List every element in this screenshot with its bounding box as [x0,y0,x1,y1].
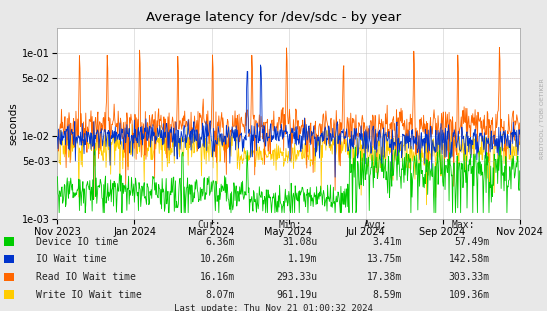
Text: 6.36m: 6.36m [206,237,235,247]
Text: IO Wait time: IO Wait time [36,254,106,264]
Text: Last update: Thu Nov 21 01:00:32 2024: Last update: Thu Nov 21 01:00:32 2024 [174,304,373,311]
Text: 293.33u: 293.33u [276,272,317,282]
Text: 3.41m: 3.41m [373,237,402,247]
Text: RRDTOOL / TOBI OETIKER: RRDTOOL / TOBI OETIKER [539,78,544,159]
Text: 17.38m: 17.38m [367,272,402,282]
Text: 16.16m: 16.16m [200,272,235,282]
Text: 13.75m: 13.75m [367,254,402,264]
Y-axis label: seconds: seconds [9,102,19,145]
Text: 31.08u: 31.08u [282,237,317,247]
Text: Device IO time: Device IO time [36,237,118,247]
Text: Average latency for /dev/sdc - by year: Average latency for /dev/sdc - by year [146,11,401,24]
Text: Min:: Min: [279,220,302,230]
Text: 8.07m: 8.07m [206,290,235,300]
Text: Max:: Max: [451,220,475,230]
Text: Cur:: Cur: [197,220,220,230]
Text: 10.26m: 10.26m [200,254,235,264]
Text: Read IO Wait time: Read IO Wait time [36,272,136,282]
Text: 57.49m: 57.49m [455,237,490,247]
Text: 8.59m: 8.59m [373,290,402,300]
Text: Avg:: Avg: [364,220,387,230]
Text: 109.36m: 109.36m [449,290,490,300]
Text: 142.58m: 142.58m [449,254,490,264]
Text: 303.33m: 303.33m [449,272,490,282]
Text: Write IO Wait time: Write IO Wait time [36,290,141,300]
Text: 961.19u: 961.19u [276,290,317,300]
Text: 1.19m: 1.19m [288,254,317,264]
